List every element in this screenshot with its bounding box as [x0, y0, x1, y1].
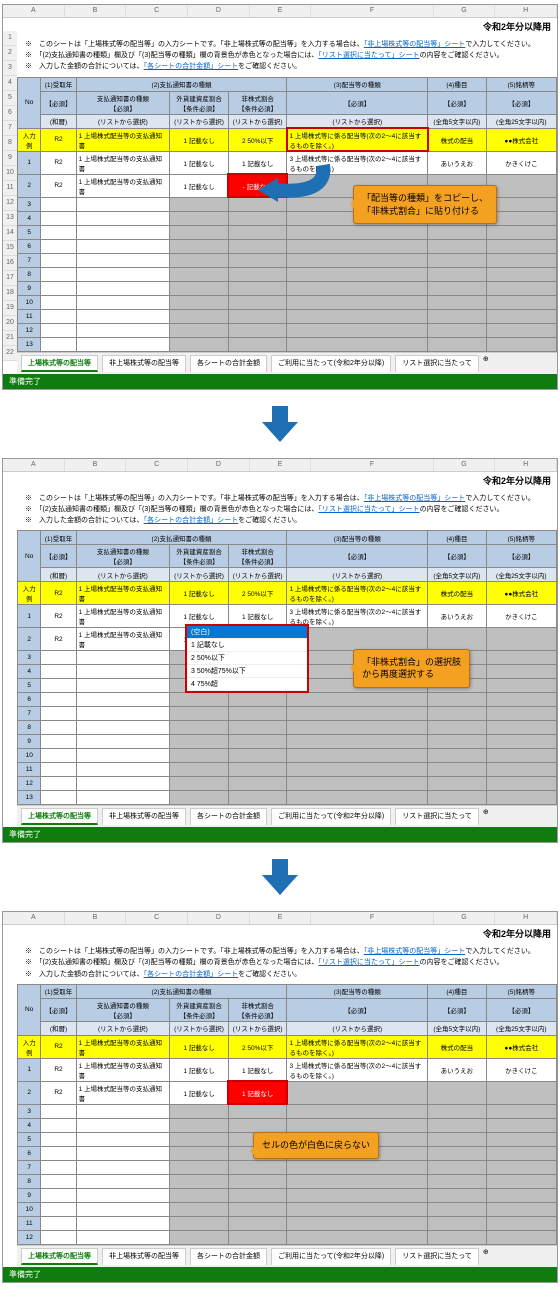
note2: ※ 「(2)支払通知書の種類」欄及び「(3)配当等の種類」欄の背景色が赤色となっ… — [25, 52, 318, 59]
note3-link[interactable]: 「各シートの合計金額」シート — [144, 63, 239, 70]
note1: ※ このシートは「上場株式等の配当等」の入力シートです。「非上場株式等の配当等」… — [25, 41, 364, 48]
sheet-tabs: 上場株式等の配当等 非上場株式等の配当等 各シートの合計金額 ご利用に当たって(… — [17, 352, 557, 374]
tab-5[interactable]: リスト選択に当たって — [395, 355, 479, 372]
callout-3: セルの色が白色に戻らない — [253, 1132, 379, 1159]
cell-stuck-red[interactable]: 1 記載なし — [228, 1081, 287, 1104]
note1-link[interactable]: 「非上場株式等の配当等」シート — [364, 41, 466, 48]
status-bar: 準備完了 — [3, 374, 557, 389]
callout-2: 「非株式割合」の選択肢から再度選択する — [353, 649, 470, 688]
note3: ※ 入力した金額の合計については、 — [25, 63, 144, 70]
sheet-tabs: 上場株式等の配当等 非上場株式等の配当等 各シートの合計金額 ご利用に当たって(… — [17, 805, 557, 827]
col-letters: ABCDEFGH — [3, 5, 557, 18]
title-bar: 令和2年分以降用 — [3, 18, 557, 35]
dropdown-list[interactable]: (空白) 1 記載なし 2 50%以下 3 50%超75%以下 4 75%超 — [185, 624, 309, 693]
panel-2: ABCDEFGH 令和2年分以降用 ※ このシートは「上場株式等の配当等」の入力… — [2, 458, 558, 844]
panel-3: ABCDEFGH 令和2年分以降用 ※ このシートは「上場株式等の配当等」の入力… — [2, 911, 558, 1283]
note2-link[interactable]: 「リスト選択に当たって」シート — [318, 52, 419, 59]
th-c4s: 【必須】 — [428, 91, 487, 114]
tab-2[interactable]: 非上場株式等の配当等 — [102, 355, 186, 372]
dd-opt-4[interactable]: 4 75%超 — [187, 678, 307, 691]
row-nums: 12345678910111213141516171819202122 — [3, 31, 17, 361]
th-c3s: 【必須】 — [287, 91, 428, 114]
sheet-tabs: 上場株式等の配当等 非上場株式等の配当等 各シートの合計金額 ご利用に当たって(… — [17, 1245, 557, 1267]
dd-opt-3[interactable]: 3 50%超75%以下 — [187, 665, 307, 678]
callout-1: 「配当等の種類」をコピーし、「非株式割合」に貼り付ける — [353, 185, 497, 224]
notes: ※ このシートは「上場株式等の配当等」の入力シートです。「非上場株式等の配当等」… — [17, 942, 557, 984]
down-arrow-icon — [260, 857, 300, 897]
row-example: 入力例R2 1 上場株式配当等の支払通知書 1 記載なし 2 50%以下 1 上… — [18, 128, 557, 151]
panel-1: ABCDEFGH 令和2年分以降用 1234567891011121314151… — [2, 4, 558, 390]
notes: ※ このシートは「上場株式等の配当等」の入力シートです。「非上場株式等の配当等」… — [17, 35, 557, 77]
title-bar: 令和2年分以降用 — [3, 925, 557, 942]
col-letters: ABCDEFGH — [3, 912, 557, 925]
tab-1[interactable]: 上場株式等の配当等 — [21, 355, 98, 372]
data-grid: No(1)受取年(2)支払通知書の種類(3)配当等の種類(4)種目(5)銘柄等 … — [17, 984, 557, 1245]
th-c4: (4)種目 — [428, 77, 487, 91]
dd-opt-2[interactable]: 2 50%以下 — [187, 652, 307, 665]
col-letters: ABCDEFGH — [3, 459, 557, 472]
tab-4[interactable]: ご利用に当たって(令和2年分以降) — [271, 355, 391, 372]
dd-opt-1[interactable]: 1 記載なし — [187, 639, 307, 652]
tab-add[interactable]: ⊕ — [483, 355, 489, 372]
curve-arrow-icon — [253, 160, 333, 210]
th-c1: (1)受取年 — [41, 77, 76, 91]
th-c2: (2)支払通知書の種類 — [76, 77, 287, 91]
th-c1s: 【必須】 — [41, 91, 76, 114]
th-c5: (5)銘柄等 — [486, 77, 556, 91]
th-c3: (3)配当等の種類 — [287, 77, 428, 91]
th-no: No — [18, 77, 41, 128]
down-arrow-icon — [260, 404, 300, 444]
tab-3[interactable]: 各シートの合計金額 — [190, 355, 267, 372]
th-c5s: 【必須】 — [486, 91, 556, 114]
notes: ※ このシートは「上場株式等の配当等」の入力シートです。「非上場株式等の配当等」… — [17, 489, 557, 531]
dd-opt-0[interactable]: (空白) — [187, 626, 307, 639]
title-bar: 令和2年分以降用 — [3, 472, 557, 489]
